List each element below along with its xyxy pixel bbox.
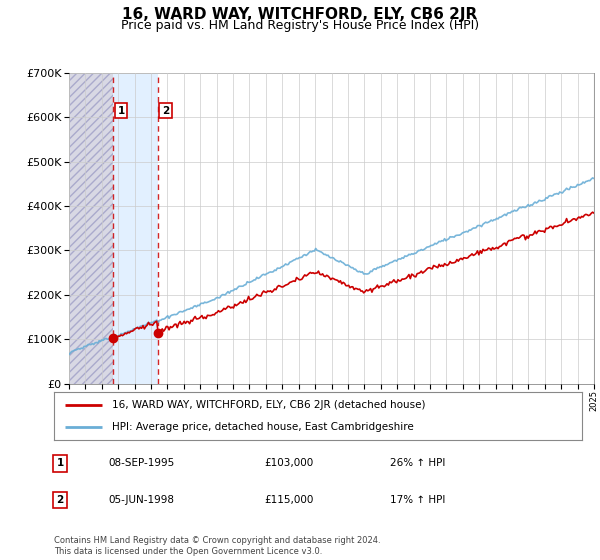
Text: 16, WARD WAY, WITCHFORD, ELY, CB6 2JR: 16, WARD WAY, WITCHFORD, ELY, CB6 2JR	[122, 7, 478, 22]
Text: 16, WARD WAY, WITCHFORD, ELY, CB6 2JR (detached house): 16, WARD WAY, WITCHFORD, ELY, CB6 2JR (d…	[112, 400, 425, 410]
Bar	[113, 73, 158, 384]
Text: 08-SEP-1995: 08-SEP-1995	[108, 459, 174, 468]
Text: 1: 1	[56, 459, 64, 468]
Text: 05-JUN-1998: 05-JUN-1998	[108, 495, 174, 505]
Text: 2: 2	[56, 495, 64, 505]
Text: 17% ↑ HPI: 17% ↑ HPI	[390, 495, 445, 505]
Text: 1: 1	[118, 105, 125, 115]
Text: 2: 2	[162, 105, 169, 115]
Text: Price paid vs. HM Land Registry's House Price Index (HPI): Price paid vs. HM Land Registry's House …	[121, 19, 479, 32]
Text: £103,000: £103,000	[264, 459, 313, 468]
Bar	[82, 73, 113, 384]
Text: 26% ↑ HPI: 26% ↑ HPI	[390, 459, 445, 468]
Text: £115,000: £115,000	[264, 495, 313, 505]
Bar	[69, 73, 82, 384]
Text: HPI: Average price, detached house, East Cambridgeshire: HPI: Average price, detached house, East…	[112, 422, 414, 432]
Text: Contains HM Land Registry data © Crown copyright and database right 2024.
This d: Contains HM Land Registry data © Crown c…	[54, 536, 380, 556]
